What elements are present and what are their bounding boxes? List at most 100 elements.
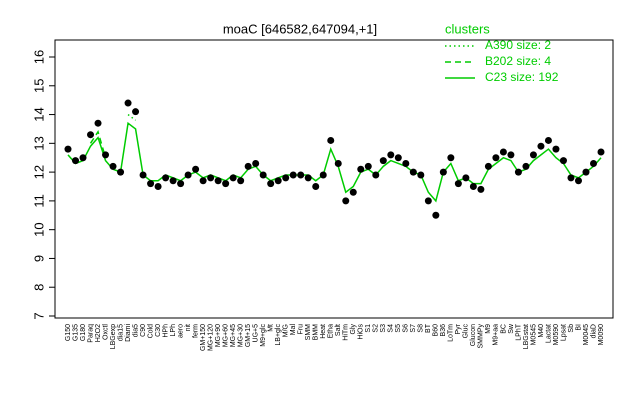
data-point	[462, 174, 470, 182]
data-point	[492, 154, 500, 162]
x-tick-label: LBGstat	[523, 324, 530, 349]
x-tick-label: SMMPy	[478, 324, 485, 349]
x-tick-label: M9	[485, 324, 492, 334]
data-point	[124, 99, 132, 107]
data-point	[507, 151, 515, 159]
data-point	[102, 151, 110, 159]
x-tick-label: B36	[440, 324, 447, 337]
data-point	[544, 136, 552, 144]
cluster-line	[67, 121, 602, 203]
x-tick-label: diaD	[590, 324, 597, 338]
x-tick-label: G135	[72, 324, 79, 341]
data-point	[334, 159, 342, 167]
x-tick-label: Sw	[508, 323, 515, 334]
x-tick-label: MG+45	[230, 324, 237, 347]
y-tick-label: 10	[31, 222, 46, 236]
data-point	[597, 148, 605, 156]
data-point	[409, 168, 417, 176]
data-point	[439, 168, 447, 176]
x-tick-label: S3	[380, 324, 387, 333]
x-tick-label: Fru	[298, 324, 305, 335]
x-tick-label: Oxctl	[102, 324, 109, 340]
data-point	[214, 177, 222, 185]
x-tick-label: MG+60	[222, 324, 229, 347]
x-tick-label: G180	[80, 324, 87, 341]
data-point	[109, 162, 117, 170]
data-point	[199, 177, 207, 185]
data-point	[379, 157, 387, 165]
x-tick-label: Salt	[335, 324, 342, 336]
data-point	[229, 174, 237, 182]
x-tick-label: Etha	[328, 324, 335, 339]
x-tick-label: C30	[155, 324, 162, 337]
data-point	[207, 174, 215, 182]
x-tick-label: M0045	[583, 324, 590, 346]
data-point	[402, 159, 410, 167]
x-tick-label: GM+15	[245, 324, 252, 347]
x-tick-label: Mt	[268, 324, 275, 332]
data-point	[169, 177, 177, 185]
x-tick-label: nit	[185, 324, 192, 331]
x-tick-label: Lactat	[545, 324, 552, 343]
y-tick-label: 13	[31, 136, 46, 150]
y-tick-label: 11	[31, 194, 46, 208]
data-point	[327, 136, 335, 144]
x-tick-label: M/G	[283, 324, 290, 337]
x-tick-label: UG+5	[253, 324, 260, 343]
x-tick-label: LB+glc	[275, 324, 282, 346]
data-point	[424, 197, 432, 205]
x-tick-label: dia15	[117, 324, 124, 341]
data-point	[357, 165, 365, 173]
data-point	[364, 162, 372, 170]
x-tick-label: BT	[425, 323, 432, 333]
x-tick-label: S7	[410, 324, 417, 333]
data-point	[319, 171, 327, 179]
x-tick-label: Lpsat	[560, 324, 567, 341]
data-point	[237, 177, 245, 185]
x-tick-label: Gluc	[463, 324, 470, 339]
data-point	[469, 183, 477, 190]
x-tick-label: LBGexp	[110, 324, 117, 349]
x-tick-label: Glucon	[470, 324, 477, 346]
data-point	[162, 174, 170, 182]
data-point	[529, 151, 537, 159]
data-point	[87, 131, 95, 139]
x-tick-label: Gly	[350, 324, 357, 335]
y-tick-label: 9	[31, 255, 46, 262]
data-point	[259, 171, 267, 179]
plot-frame	[54, 39, 614, 319]
x-tick-label: G150	[65, 324, 72, 341]
x-tick-label: S2	[373, 324, 380, 333]
data-point	[454, 180, 462, 188]
data-point	[297, 171, 305, 179]
data-point	[567, 174, 575, 182]
data-point	[79, 154, 87, 162]
x-tick-label: Diami	[125, 324, 132, 342]
data-point	[64, 145, 72, 153]
data-point	[552, 145, 560, 153]
y-tick-label: 16	[31, 50, 46, 64]
x-tick-label: HiTm	[343, 324, 350, 341]
x-tick-label: MG+90	[215, 324, 222, 347]
data-point	[477, 185, 485, 193]
y-tick-label: 14	[31, 107, 46, 121]
legend-label: C23 size: 192	[485, 70, 559, 84]
x-tick-label: M0590	[553, 324, 560, 346]
x-tick-label: BC	[500, 324, 507, 334]
data-point	[147, 180, 155, 188]
x-tick-label: B60	[433, 324, 440, 337]
x-tick-label: BMM	[313, 324, 320, 341]
cluster-line	[127, 113, 137, 121]
x-tick-label: LPh	[170, 324, 177, 337]
x-tick-label: Cold	[147, 324, 154, 339]
data-point	[177, 180, 185, 188]
x-tick-label: Heat	[320, 324, 327, 339]
x-tick-label: S1	[365, 324, 372, 333]
x-tick-label: M0090	[598, 324, 605, 346]
data-point	[94, 119, 102, 127]
data-point	[342, 197, 350, 205]
y-tick-label: 12	[31, 165, 46, 179]
data-point	[499, 148, 507, 156]
data-point	[72, 157, 80, 165]
legend-label: B202 size: 4	[485, 54, 551, 68]
